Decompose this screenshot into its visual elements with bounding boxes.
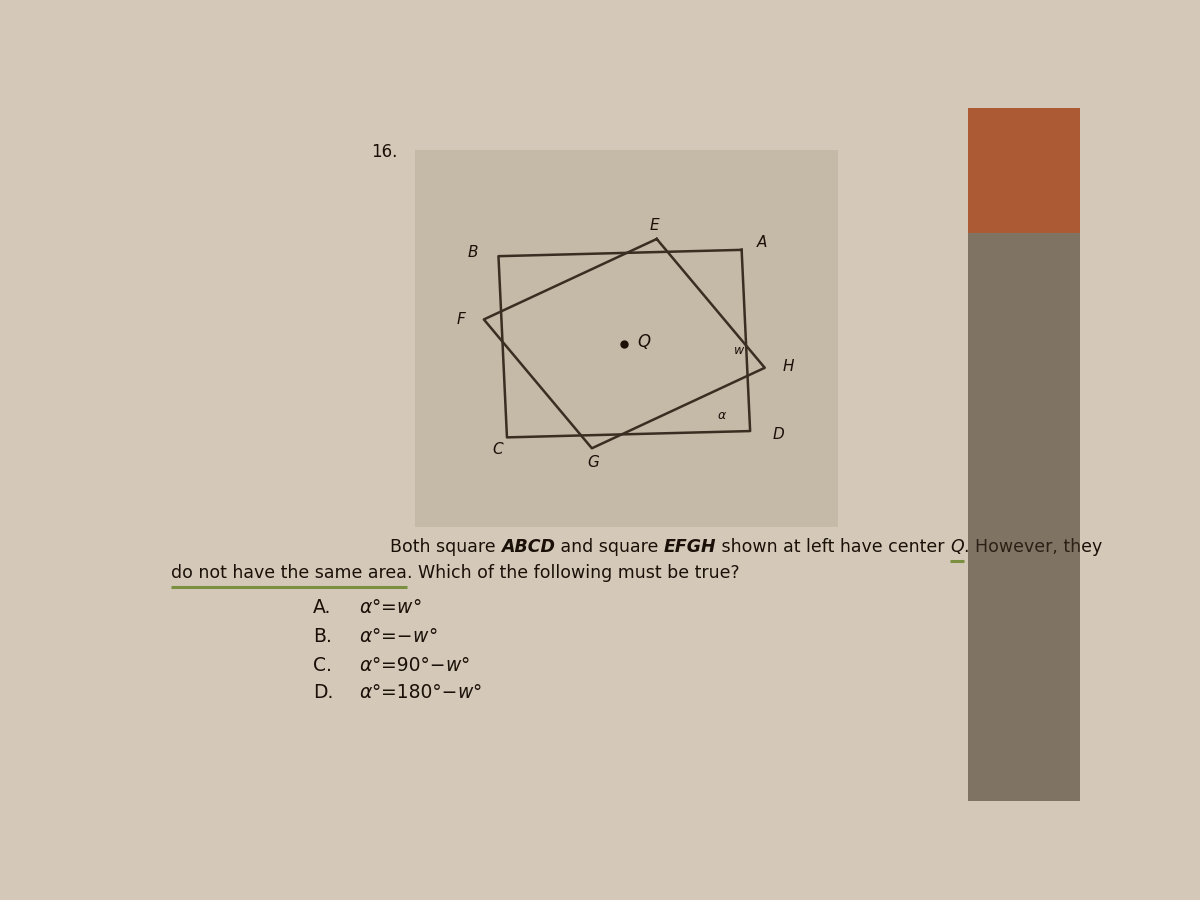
Text: Q: Q bbox=[637, 332, 650, 350]
Text: °: ° bbox=[372, 683, 380, 702]
Text: C.: C. bbox=[313, 656, 331, 675]
Bar bbox=[968, 108, 1080, 233]
Text: w: w bbox=[413, 626, 427, 645]
Text: D: D bbox=[772, 427, 784, 442]
Text: °: ° bbox=[372, 598, 380, 616]
Text: =180°−: =180°− bbox=[380, 683, 457, 702]
Text: α: α bbox=[359, 626, 372, 645]
Text: °: ° bbox=[427, 626, 437, 645]
Text: shown at left have center: shown at left have center bbox=[716, 537, 950, 555]
Text: =: = bbox=[380, 598, 397, 616]
Text: and square: and square bbox=[554, 537, 664, 555]
Text: °: ° bbox=[461, 656, 470, 675]
Text: α: α bbox=[718, 410, 726, 422]
Text: . However, they: . However, they bbox=[964, 537, 1102, 555]
Text: A: A bbox=[757, 236, 767, 250]
Text: C: C bbox=[492, 443, 503, 457]
Text: . Which of the following must be true?: . Which of the following must be true? bbox=[407, 564, 740, 582]
Text: w: w bbox=[445, 656, 461, 675]
Text: Both square: Both square bbox=[390, 537, 502, 555]
Bar bbox=[968, 108, 1080, 801]
Text: Q: Q bbox=[950, 537, 964, 555]
Text: w: w bbox=[457, 683, 473, 702]
Text: E: E bbox=[650, 218, 660, 232]
Text: G: G bbox=[588, 454, 600, 470]
Text: D.: D. bbox=[313, 683, 334, 702]
Text: =90°−: =90°− bbox=[380, 656, 445, 675]
Text: EFGH: EFGH bbox=[664, 537, 716, 555]
Text: °: ° bbox=[372, 656, 380, 675]
Text: F: F bbox=[456, 312, 464, 327]
Text: 16.: 16. bbox=[371, 142, 397, 160]
Text: =−: =− bbox=[380, 626, 413, 645]
Text: A.: A. bbox=[313, 598, 331, 616]
Text: do not have the same area: do not have the same area bbox=[172, 564, 407, 582]
Text: °: ° bbox=[372, 626, 380, 645]
Bar bbox=[415, 149, 839, 527]
Text: H: H bbox=[782, 359, 793, 374]
Text: °: ° bbox=[412, 598, 421, 616]
Text: α: α bbox=[359, 598, 372, 616]
Text: ABCD: ABCD bbox=[502, 537, 554, 555]
Text: w: w bbox=[397, 598, 412, 616]
Text: B.: B. bbox=[313, 626, 331, 645]
Text: α: α bbox=[359, 683, 372, 702]
Text: °: ° bbox=[473, 683, 482, 702]
Text: w: w bbox=[733, 344, 744, 357]
Text: B: B bbox=[467, 245, 478, 260]
Text: α: α bbox=[359, 656, 372, 675]
